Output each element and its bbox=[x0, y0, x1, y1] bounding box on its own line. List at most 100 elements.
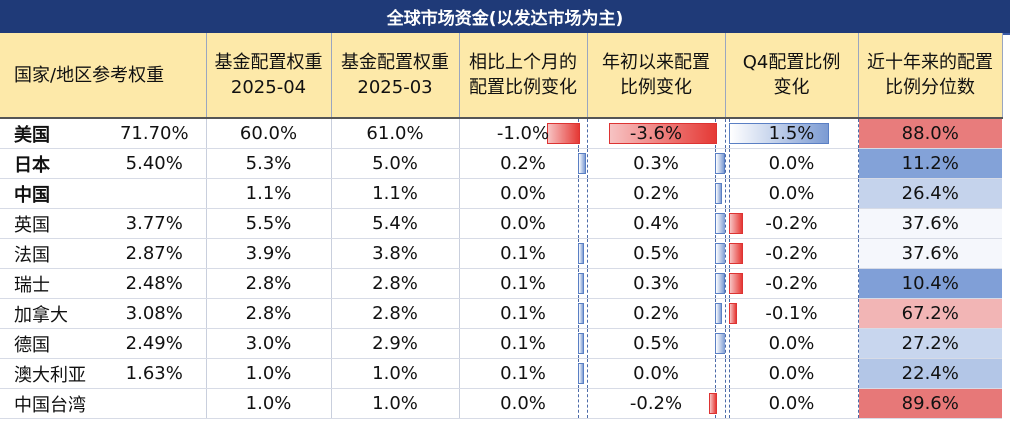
mom-change: -1.0% bbox=[459, 117, 588, 149]
mom-change-value: 0.1% bbox=[500, 363, 546, 384]
header-line: 相比上个月的 bbox=[469, 52, 578, 73]
ytd-change: 0.4% bbox=[587, 208, 726, 239]
header-line: 2025-03 bbox=[357, 77, 433, 98]
header-weight-2025-03: 基金配置权重 2025-03 bbox=[331, 33, 460, 119]
mom-change-value: 0.1% bbox=[500, 273, 546, 294]
q4-change: 0.0% bbox=[725, 148, 859, 179]
header-line: 比例分位数 bbox=[885, 77, 976, 98]
q4-change-value: 0.0% bbox=[768, 363, 815, 384]
country-name: 美国 bbox=[0, 117, 103, 149]
reference-weight: 5.40% bbox=[103, 148, 207, 179]
table-row: 德国 2.49% 3.0% 2.9% 0.1% 0.5% 0.0% 27.2% bbox=[0, 328, 1003, 359]
change-bar bbox=[714, 213, 725, 234]
mom-change: 0.0% bbox=[459, 208, 588, 239]
reference-weight bbox=[103, 388, 207, 419]
ytd-change: 0.2% bbox=[587, 178, 726, 209]
q4-change: 0.0% bbox=[725, 358, 859, 389]
ytd-change: -3.6% bbox=[587, 117, 726, 149]
table-row: 法国 2.87% 3.9% 3.8% 0.1% 0.5% -0.2% 37.6% bbox=[0, 238, 1003, 269]
ytd-change: 0.5% bbox=[587, 328, 726, 359]
header-weight-2025-04: 基金配置权重 2025-04 bbox=[206, 33, 332, 119]
weight-2025-03: 5.0% bbox=[331, 148, 460, 179]
decade-percentile: 27.2% bbox=[858, 328, 1003, 359]
mom-change: 0.2% bbox=[459, 148, 588, 179]
table-body: 美国 71.70% 60.0% 61.0% -1.0% -3.6% 1.5% 88.0% 日本 5… bbox=[0, 117, 1003, 419]
weight-2025-04: 1.1% bbox=[206, 178, 332, 209]
q4-change-value: 0.0% bbox=[768, 183, 815, 204]
mom-change-value: 0.0% bbox=[500, 213, 546, 234]
mom-change-value: -1.0% bbox=[496, 123, 550, 144]
q4-change-value: -0.2% bbox=[765, 243, 818, 264]
bar-axis bbox=[728, 329, 730, 358]
q4-change: -0.2% bbox=[725, 268, 859, 299]
change-bar bbox=[577, 243, 584, 264]
table-row: 英国 3.77% 5.5% 5.4% 0.0% 0.4% -0.2% 37.6% bbox=[0, 208, 1003, 239]
decade-percentile: 11.2% bbox=[858, 148, 1003, 179]
change-bar bbox=[577, 363, 584, 384]
ytd-change-value: 0.2% bbox=[633, 183, 679, 204]
decade-percentile: 88.0% bbox=[858, 117, 1003, 149]
change-bar bbox=[577, 273, 584, 294]
mom-change-value: 0.2% bbox=[500, 153, 546, 174]
change-bar bbox=[577, 153, 586, 174]
q4-change: 0.0% bbox=[725, 178, 859, 209]
weight-2025-03: 1.0% bbox=[331, 388, 460, 419]
header-line: 比例变化 bbox=[620, 77, 693, 98]
bar-axis bbox=[728, 149, 730, 178]
country-name: 中国 bbox=[0, 178, 103, 209]
weight-2025-03: 2.8% bbox=[331, 298, 460, 329]
decade-percentile: 89.6% bbox=[858, 388, 1003, 419]
header-row: 国家/地区参考权重 基金配置权重 2025-04 基金配置权重 2025-03 相比… bbox=[0, 33, 1003, 119]
change-bar bbox=[546, 123, 580, 144]
weight-2025-03: 2.9% bbox=[331, 328, 460, 359]
q4-change: -0.2% bbox=[725, 208, 859, 239]
table-row: 日本 5.40% 5.3% 5.0% 0.2% 0.3% 0.0% 11.2% bbox=[0, 148, 1003, 179]
q4-change-value: -0.2% bbox=[765, 213, 818, 234]
reference-weight: 2.49% bbox=[103, 328, 207, 359]
table-row: 瑞士 2.48% 2.8% 2.8% 0.1% 0.3% -0.2% 10.4% bbox=[0, 268, 1003, 299]
ytd-change: 0.0% bbox=[587, 358, 726, 389]
reference-weight: 3.08% bbox=[103, 298, 207, 329]
header-line: 近十年来的配置 bbox=[867, 52, 994, 73]
change-bar bbox=[714, 333, 725, 354]
decade-percentile: 10.4% bbox=[858, 268, 1003, 299]
mom-change: 0.1% bbox=[459, 328, 588, 359]
weight-2025-04: 3.9% bbox=[206, 238, 332, 269]
change-bar bbox=[714, 243, 725, 264]
ytd-change-value: 0.4% bbox=[633, 213, 679, 234]
bar-axis bbox=[728, 359, 730, 388]
ytd-change: 0.3% bbox=[587, 268, 726, 299]
header-line: Q4配置比例 bbox=[742, 52, 841, 73]
ytd-change-value: 0.0% bbox=[633, 363, 679, 384]
header-decade-percentile: 近十年来的配置 比例分位数 bbox=[858, 33, 1003, 119]
ytd-change-value: 0.3% bbox=[633, 153, 679, 174]
change-bar bbox=[728, 123, 830, 144]
ytd-change-value: 0.2% bbox=[633, 303, 679, 324]
weight-2025-03: 1.0% bbox=[331, 358, 460, 389]
ytd-change-value: -0.2% bbox=[629, 393, 683, 414]
change-bar bbox=[728, 303, 738, 324]
allocation-table: 国家/地区参考权重 基金配置权重 2025-04 基金配置权重 2025-03 相比… bbox=[0, 33, 1003, 419]
header-line: 基金配置权重 bbox=[341, 52, 450, 73]
weight-2025-03: 2.8% bbox=[331, 268, 460, 299]
decade-percentile: 22.4% bbox=[858, 358, 1003, 389]
reference-weight: 2.48% bbox=[103, 268, 207, 299]
bar-axis bbox=[728, 389, 730, 418]
ytd-change-value: 0.3% bbox=[633, 273, 679, 294]
header-q4-change: Q4配置比例 变化 bbox=[725, 33, 859, 119]
q4-change-value: -0.2% bbox=[765, 273, 818, 294]
weight-2025-03: 61.0% bbox=[331, 117, 460, 149]
mom-change-value: 0.0% bbox=[500, 393, 546, 414]
q4-change: -0.1% bbox=[725, 298, 859, 329]
table-title: 全球市场资金(以发达市场为主) bbox=[0, 0, 1010, 35]
country-name: 中国台湾 bbox=[0, 388, 103, 419]
bar-axis bbox=[728, 179, 730, 208]
weight-2025-04: 1.0% bbox=[206, 388, 332, 419]
mom-change-value: 0.0% bbox=[500, 183, 546, 204]
reference-weight: 2.87% bbox=[103, 238, 207, 269]
header-line: 2025-04 bbox=[230, 77, 307, 98]
mom-change-value: 0.1% bbox=[500, 303, 546, 324]
mom-change: 0.1% bbox=[459, 298, 588, 329]
change-bar bbox=[577, 333, 584, 354]
decade-percentile: 26.4% bbox=[858, 178, 1003, 209]
